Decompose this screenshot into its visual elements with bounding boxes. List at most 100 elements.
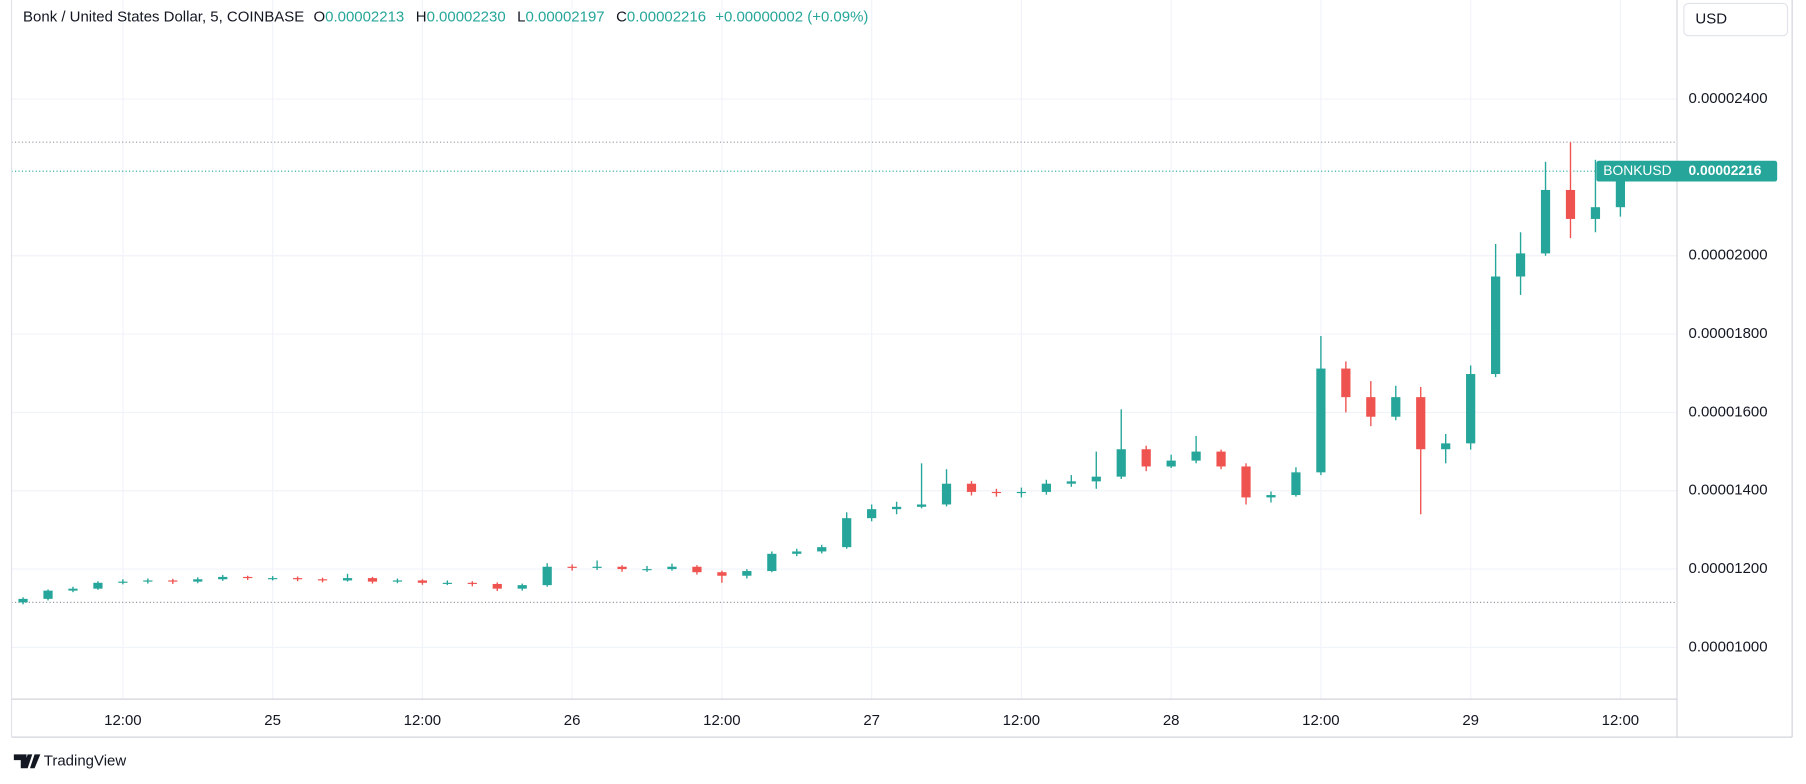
y-tick-label: 0.00001200 (1688, 560, 1767, 577)
candle-body (118, 581, 128, 583)
candle-body (742, 571, 752, 576)
candle-body (1316, 368, 1326, 473)
candle-body (842, 518, 852, 548)
candle-body (168, 580, 178, 582)
tradingview-logo: TradingView (13, 752, 127, 769)
candle-body (916, 504, 927, 507)
candle-body (1565, 189, 1576, 219)
ohlc-label: L (517, 8, 525, 25)
candle-body (392, 580, 403, 582)
candle-body (1166, 460, 1176, 467)
logo-icon (13, 754, 41, 769)
candle-body (642, 569, 652, 571)
candle-body (617, 566, 627, 570)
x-tick-label: 29 (1462, 712, 1479, 729)
candle-body (143, 580, 153, 582)
candle-body (1016, 491, 1027, 494)
x-tick-label: 25 (264, 712, 281, 729)
ohlc-label: O (313, 8, 325, 25)
x-tick-label: 28 (1163, 712, 1180, 729)
candle-body (1590, 207, 1601, 219)
candle-body (667, 566, 677, 570)
candles (18, 142, 1626, 605)
x-tick-label: 12:00 (404, 712, 441, 729)
ohlc-label: H (416, 8, 427, 25)
candle-body (467, 582, 477, 584)
candle-body (43, 590, 53, 599)
candle-body (592, 566, 602, 568)
ohlc-value: 0.00002216 (627, 8, 706, 25)
last-price-symbol: BONKUSD (1603, 162, 1671, 178)
y-tick-label: 0.00001000 (1688, 638, 1767, 655)
ohlc-value: 0.00002197 (526, 8, 605, 25)
candle-body (1066, 481, 1076, 484)
ohlc-value: 0.00002230 (427, 8, 506, 25)
candle-body (692, 566, 702, 573)
legend-header: Bonk / United States Dollar, 5, COINBASE… (23, 8, 868, 25)
candle-body (1341, 368, 1351, 398)
candle-body (767, 553, 777, 572)
candle-body (941, 483, 952, 505)
candle-body (517, 585, 527, 589)
y-tick-label: 0.00001400 (1688, 482, 1767, 499)
candle-body (193, 579, 203, 582)
candle-body (342, 578, 353, 581)
candle-body (1291, 472, 1301, 496)
candle-body (367, 578, 378, 582)
candle-body (717, 572, 727, 576)
x-tick-label: 12:00 (703, 712, 740, 729)
y-tick-label: 0.00002400 (1688, 90, 1767, 107)
candle-body (1441, 443, 1451, 450)
x-tick-label: 27 (863, 712, 880, 729)
candle-body (1416, 397, 1426, 450)
candle-body (1366, 397, 1376, 417)
candle-body (243, 576, 253, 579)
candle-body (1266, 495, 1276, 498)
candle-body (966, 483, 977, 492)
candle-body (442, 582, 452, 584)
candle-body (417, 580, 428, 583)
candle-body (892, 506, 902, 510)
brand-name: TradingView (44, 752, 127, 769)
candle-body (93, 582, 103, 589)
last-price-badge (1596, 160, 1778, 182)
x-tick-label: 12:00 (1302, 712, 1339, 729)
candle-body (1491, 276, 1501, 375)
x-tick-label: 12:00 (1003, 712, 1040, 729)
x-tick-label: 12:00 (1602, 712, 1639, 729)
candle-body (1216, 451, 1226, 467)
candle-body (492, 583, 502, 589)
candle-body (1091, 476, 1101, 482)
candle-body (1540, 189, 1551, 254)
candle-body (218, 576, 228, 580)
candle-body (1391, 397, 1401, 417)
candle-body (567, 566, 577, 568)
candle-body (1116, 449, 1126, 477)
candle-body (1191, 451, 1201, 461)
candle-body (317, 579, 328, 581)
candle-body (1615, 171, 1626, 208)
candle-body (817, 547, 827, 552)
ohlc-label: C (616, 8, 627, 25)
price-change: +0.00000002 (+0.09%) (715, 8, 868, 25)
candle-body (867, 509, 877, 519)
currency-button[interactable] (1683, 2, 1789, 37)
candle-body (1515, 253, 1526, 277)
candle-body (1241, 466, 1251, 498)
candle-body (792, 551, 802, 554)
candle-body (542, 566, 552, 586)
candle-body (292, 578, 303, 580)
currency-label[interactable]: USD (1695, 11, 1727, 28)
candle-body (1141, 449, 1151, 467)
grid (11, 0, 1677, 700)
symbol-title: Bonk / United States Dollar, 5, COINBASE (23, 8, 304, 25)
y-tick-label: 0.00002000 (1688, 247, 1767, 264)
candle-body (18, 598, 28, 603)
candle-body (991, 491, 1002, 494)
candle-body (1041, 483, 1051, 492)
candle-body (68, 588, 78, 591)
y-tick-label: 0.00001800 (1688, 325, 1767, 342)
candle-body (268, 578, 278, 580)
